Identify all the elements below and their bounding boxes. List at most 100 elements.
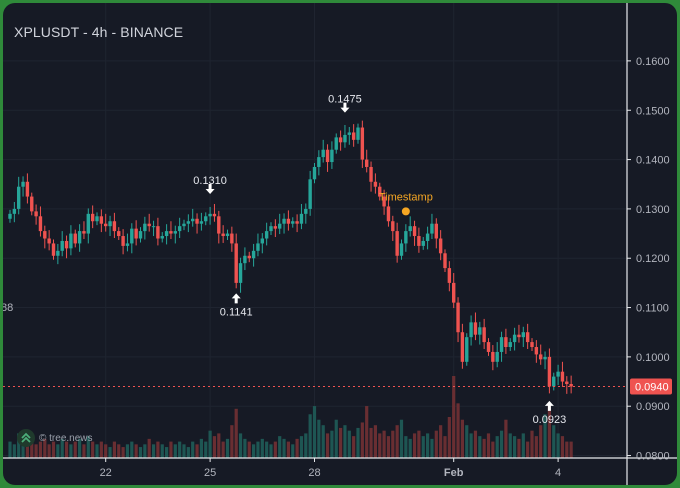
volume-bar bbox=[543, 414, 547, 458]
candle-body bbox=[291, 221, 295, 224]
y-tick-label: 0.1500 bbox=[636, 105, 670, 117]
candle-body bbox=[330, 149, 334, 163]
candle-body bbox=[34, 211, 38, 217]
volume-bar bbox=[321, 425, 325, 458]
annotation-0.1475: 0.1475 bbox=[328, 94, 362, 113]
volume-bar bbox=[486, 433, 491, 458]
volume-bar bbox=[312, 406, 317, 458]
candle-body bbox=[486, 342, 491, 352]
volume-bar bbox=[308, 414, 312, 458]
volume-bar bbox=[499, 430, 504, 458]
volume-bar bbox=[243, 438, 247, 458]
candle-body bbox=[269, 226, 273, 232]
volume-bar bbox=[491, 441, 495, 458]
volume-bar bbox=[356, 427, 360, 458]
volume-bar bbox=[408, 438, 412, 458]
volume-bar bbox=[526, 441, 530, 458]
candle-body bbox=[108, 221, 112, 227]
volume-bar bbox=[565, 441, 569, 458]
volume-bar bbox=[252, 444, 256, 458]
volume-bar bbox=[230, 425, 234, 458]
volume-bar bbox=[169, 441, 173, 458]
candle-body bbox=[443, 253, 447, 269]
volume-bar bbox=[534, 436, 538, 458]
volume-bar bbox=[182, 444, 186, 458]
volume-bar bbox=[443, 436, 447, 458]
candle-body bbox=[447, 268, 452, 283]
candle-body bbox=[43, 231, 47, 239]
candle-body bbox=[552, 376, 556, 387]
volume-bar bbox=[125, 444, 130, 458]
candle-body bbox=[343, 134, 347, 143]
volume-bar bbox=[238, 433, 243, 458]
candle-body bbox=[304, 208, 308, 214]
volume-bar bbox=[38, 441, 43, 458]
candle-body bbox=[517, 334, 521, 338]
volume-bar bbox=[517, 438, 521, 458]
candle-body bbox=[177, 226, 182, 232]
annotation-label: 0.1310 bbox=[193, 175, 227, 187]
volume-bar bbox=[469, 433, 473, 458]
candle-body bbox=[278, 223, 282, 229]
volume-bar bbox=[108, 447, 112, 458]
volume-bar bbox=[552, 425, 556, 458]
candle-body bbox=[417, 236, 421, 246]
volume-bar bbox=[165, 447, 169, 458]
candle-body bbox=[208, 213, 212, 217]
volume-bar bbox=[160, 444, 164, 458]
volume-bar bbox=[17, 433, 21, 458]
arrow-down-icon bbox=[205, 183, 215, 194]
current-price-label: 0.0940 bbox=[635, 381, 669, 393]
grid-lines bbox=[3, 3, 627, 458]
candle-body bbox=[86, 213, 90, 234]
candle-body bbox=[452, 282, 456, 303]
volume-bar bbox=[56, 444, 60, 458]
y-tick-label: 0.1200 bbox=[636, 253, 670, 265]
volume-bar bbox=[395, 425, 399, 458]
candle-body bbox=[391, 221, 395, 232]
candle-body bbox=[169, 231, 173, 234]
candle-body bbox=[195, 218, 199, 224]
candle-body bbox=[64, 240, 69, 249]
volume-bar bbox=[291, 444, 295, 458]
candle-body bbox=[130, 228, 134, 244]
candle-body bbox=[99, 216, 104, 224]
candle-body bbox=[525, 332, 530, 343]
candle-body bbox=[234, 243, 238, 283]
candle-body bbox=[560, 371, 565, 382]
y-tick-label: 0.0900 bbox=[636, 401, 670, 413]
candle-body bbox=[556, 371, 560, 377]
candle-body bbox=[530, 342, 534, 348]
volume-bar bbox=[117, 444, 121, 458]
annotation-0.0923: 0.0923 bbox=[533, 400, 567, 426]
candle-body bbox=[173, 231, 177, 234]
annotation-label: 0.0923 bbox=[533, 414, 567, 426]
candle-body bbox=[30, 196, 34, 212]
volume-bar bbox=[208, 430, 212, 458]
candlestick-chart: 0.1310 0.1141 0.1475 0.0923 Timestamp 88 0.16… bbox=[3, 3, 677, 485]
volume-bar bbox=[8, 441, 12, 458]
candle-body bbox=[438, 238, 443, 254]
chart-panel: 0.1310 0.1141 0.1475 0.0923 Timestamp 88 0.16… bbox=[3, 3, 677, 485]
candle-body bbox=[312, 166, 317, 180]
volume-bar bbox=[134, 444, 138, 458]
time-axis: 22 25 28 Feb 4 bbox=[100, 458, 561, 479]
candle-body bbox=[478, 327, 482, 335]
arrow-down-icon bbox=[340, 102, 350, 113]
volume-bar bbox=[456, 403, 460, 458]
x-tick-label: 22 bbox=[100, 467, 112, 479]
volume-bar bbox=[295, 438, 299, 458]
volume-bar bbox=[460, 419, 464, 458]
candle-body bbox=[508, 342, 512, 348]
volume-bar bbox=[478, 436, 482, 458]
volume-bar bbox=[360, 422, 364, 458]
volume-bar bbox=[421, 436, 425, 458]
volume-bar bbox=[156, 441, 160, 458]
volume-bar bbox=[330, 430, 334, 458]
volume-bar bbox=[247, 441, 251, 458]
volume-bar bbox=[325, 433, 330, 458]
candle-body bbox=[38, 216, 43, 232]
volume-bar bbox=[112, 441, 116, 458]
tree-logo-icon bbox=[17, 429, 35, 447]
candle-body bbox=[456, 302, 460, 333]
